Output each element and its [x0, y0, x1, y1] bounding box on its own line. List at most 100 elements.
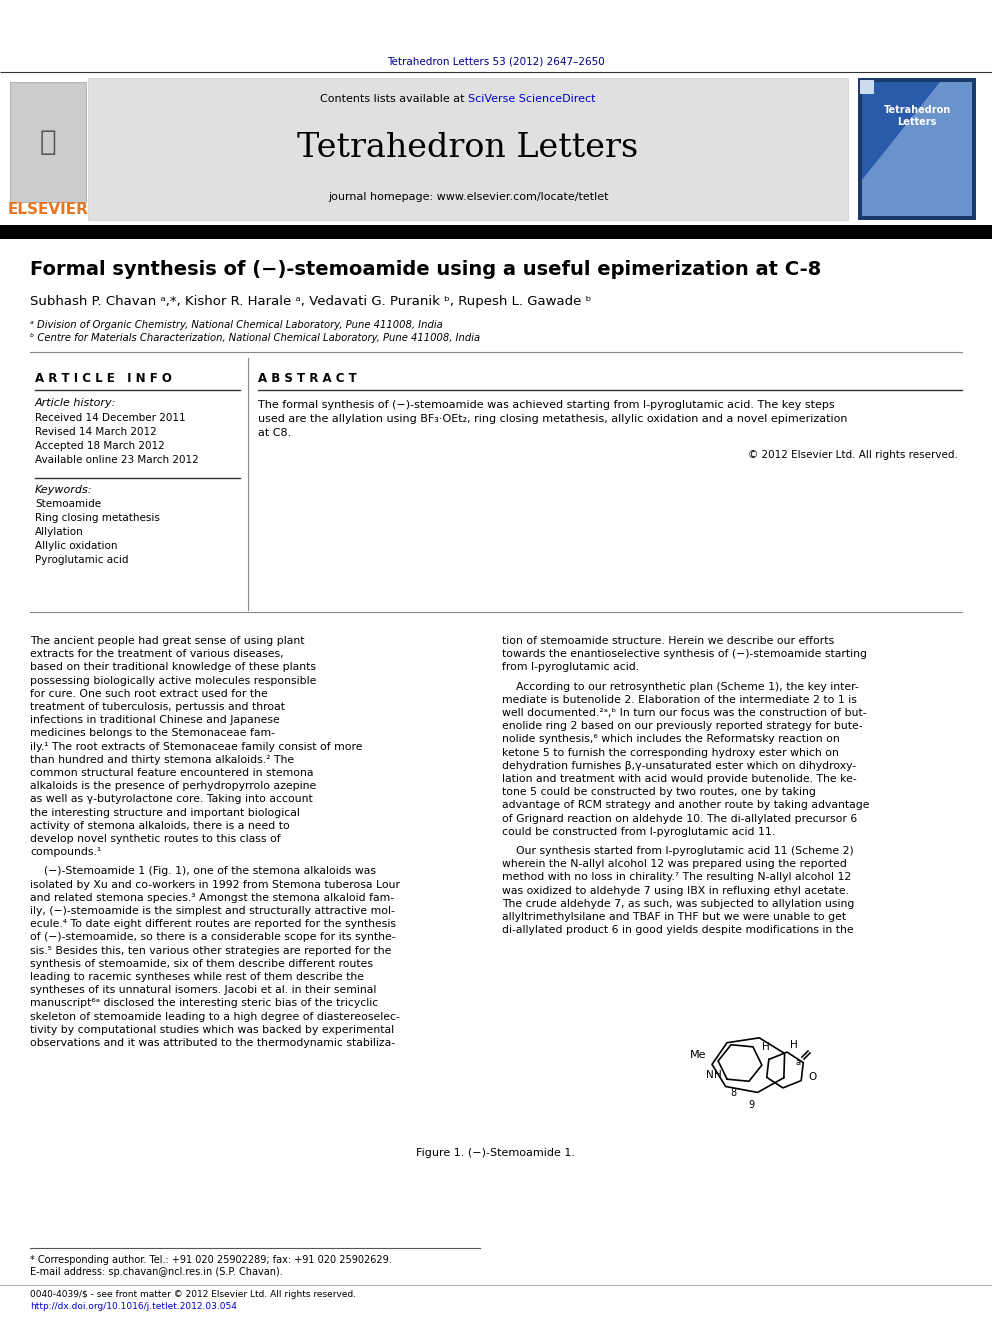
Text: common structural feature encountered in stemona: common structural feature encountered in…: [30, 767, 313, 778]
Text: and related stemona species.³ Amongst the stemona alkaloid fam-: and related stemona species.³ Amongst th…: [30, 893, 394, 902]
Text: was oxidized to aldehyde 7 using IBX in refluxing ethyl acetate.: was oxidized to aldehyde 7 using IBX in …: [502, 885, 849, 896]
Text: H: H: [790, 1040, 798, 1050]
Text: a: a: [796, 1058, 802, 1068]
Text: activity of stemona alkaloids, there is a need to: activity of stemona alkaloids, there is …: [30, 820, 290, 831]
Text: O: O: [808, 1072, 816, 1082]
Text: journal homepage: www.elsevier.com/locate/tetlet: journal homepage: www.elsevier.com/locat…: [327, 192, 608, 202]
Text: Allylation: Allylation: [35, 527, 83, 537]
Text: than hundred and thirty stemona alkaloids.² The: than hundred and thirty stemona alkaloid…: [30, 755, 294, 765]
Text: Article history:: Article history:: [35, 398, 116, 407]
Text: compounds.¹: compounds.¹: [30, 847, 101, 857]
Text: wherein the N-allyl alcohol 12 was prepared using the reported: wherein the N-allyl alcohol 12 was prepa…: [502, 859, 847, 869]
Text: could be constructed from l-pyroglutamic acid 11.: could be constructed from l-pyroglutamic…: [502, 827, 775, 837]
Text: infections in traditional Chinese and Japanese: infections in traditional Chinese and Ja…: [30, 716, 280, 725]
Text: sis.⁵ Besides this, ten various other strategies are reported for the: sis.⁵ Besides this, ten various other st…: [30, 946, 392, 955]
Text: Available online 23 March 2012: Available online 23 March 2012: [35, 455, 198, 464]
Text: synthesis of stemoamide, six of them describe different routes: synthesis of stemoamide, six of them des…: [30, 959, 373, 968]
Text: tion of stemoamide structure. Herein we describe our efforts: tion of stemoamide structure. Herein we …: [502, 636, 834, 646]
Text: mediate is butenolide 2. Elaboration of the intermediate 2 to 1 is: mediate is butenolide 2. Elaboration of …: [502, 695, 857, 705]
Text: ELSEVIER: ELSEVIER: [8, 202, 88, 217]
Text: Tetrahedron Letters: Tetrahedron Letters: [298, 132, 639, 164]
Text: based on their traditional knowledge of these plants: based on their traditional knowledge of …: [30, 663, 316, 672]
Text: According to our retrosynthetic plan (Scheme 1), the key inter-: According to our retrosynthetic plan (Sc…: [502, 681, 859, 692]
Text: Accepted 18 March 2012: Accepted 18 March 2012: [35, 441, 165, 451]
Text: ketone 5 to furnish the corresponding hydroxy ester which on: ketone 5 to furnish the corresponding hy…: [502, 747, 839, 758]
Text: extracts for the treatment of various diseases,: extracts for the treatment of various di…: [30, 650, 284, 659]
Text: http://dx.doi.org/10.1016/j.tetlet.2012.03.054: http://dx.doi.org/10.1016/j.tetlet.2012.…: [30, 1302, 237, 1311]
Text: isolated by Xu and co-workers in 1992 from Stemona tuberosa Lour: isolated by Xu and co-workers in 1992 fr…: [30, 880, 400, 889]
Text: Stemoamide: Stemoamide: [35, 499, 101, 509]
Text: used are the allylation using BF₃·OEt₂, ring closing metathesis, allylic oxidati: used are the allylation using BF₃·OEt₂, …: [258, 414, 847, 423]
Text: medicines belongs to the Stemonaceae fam-: medicines belongs to the Stemonaceae fam…: [30, 729, 275, 738]
Text: di-allylated product 6 in good yields despite modifications in the: di-allylated product 6 in good yields de…: [502, 925, 854, 935]
Text: ily, (−)-stemoamide is the simplest and structurally attractive mol-: ily, (−)-stemoamide is the simplest and …: [30, 906, 395, 916]
Text: method with no loss in chirality.⁷ The resulting N-allyl alcohol 12: method with no loss in chirality.⁷ The r…: [502, 872, 851, 882]
Bar: [0, 225, 992, 239]
Text: observations and it was attributed to the thermodynamic stabiliza-: observations and it was attributed to th…: [30, 1039, 395, 1048]
Text: E-mail address: sp.chavan@ncl.res.in (S.P. Chavan).: E-mail address: sp.chavan@ncl.res.in (S.…: [30, 1267, 283, 1277]
Text: The ancient people had great sense of using plant: The ancient people had great sense of us…: [30, 636, 305, 646]
Text: advantage of RCM strategy and another route by taking advantage: advantage of RCM strategy and another ro…: [502, 800, 870, 811]
Text: 0040-4039/$ - see front matter © 2012 Elsevier Ltd. All rights reserved.: 0040-4039/$ - see front matter © 2012 El…: [30, 1290, 356, 1299]
Text: The formal synthesis of (−)-stemoamide was achieved starting from l-pyroglutamic: The formal synthesis of (−)-stemoamide w…: [258, 400, 834, 410]
Text: skeleton of stemoamide leading to a high degree of diastereoselec-: skeleton of stemoamide leading to a high…: [30, 1012, 400, 1021]
Text: lation and treatment with acid would provide butenolide. The ke-: lation and treatment with acid would pro…: [502, 774, 857, 785]
Text: dehydration furnishes β,γ-unsaturated ester which on dihydroxy-: dehydration furnishes β,γ-unsaturated es…: [502, 761, 856, 771]
Text: Pyroglutamic acid: Pyroglutamic acid: [35, 556, 129, 565]
Text: for cure. One such root extract used for the: for cure. One such root extract used for…: [30, 689, 268, 699]
Text: © 2012 Elsevier Ltd. All rights reserved.: © 2012 Elsevier Ltd. All rights reserved…: [748, 450, 958, 460]
Text: manuscript⁶ᵃ disclosed the interesting steric bias of the tricyclic: manuscript⁶ᵃ disclosed the interesting s…: [30, 999, 378, 1008]
Text: Revised 14 March 2012: Revised 14 March 2012: [35, 427, 157, 437]
Text: the interesting structure and important biological: the interesting structure and important …: [30, 807, 300, 818]
Text: ily.¹ The root extracts of Stemonaceae family consist of more: ily.¹ The root extracts of Stemonaceae f…: [30, 742, 362, 751]
Text: SciVerse ScienceDirect: SciVerse ScienceDirect: [468, 94, 595, 105]
Text: Received 14 December 2011: Received 14 December 2011: [35, 413, 186, 423]
Text: 🌳: 🌳: [40, 128, 57, 156]
Text: Keywords:: Keywords:: [35, 486, 92, 495]
Text: Me: Me: [690, 1050, 706, 1060]
Text: of (−)-stemoamide, so there is a considerable scope for its synthe-: of (−)-stemoamide, so there is a conside…: [30, 933, 396, 942]
Text: alkaloids is the presence of perhydropyrrolo azepine: alkaloids is the presence of perhydropyr…: [30, 781, 316, 791]
Text: possessing biologically active molecules responsible: possessing biologically active molecules…: [30, 676, 316, 685]
Text: Tetrahedron
Letters: Tetrahedron Letters: [883, 105, 950, 127]
Text: A R T I C L E   I N F O: A R T I C L E I N F O: [35, 372, 172, 385]
Text: (−)-Stemoamide 1 (Fig. 1), one of the stemona alkaloids was: (−)-Stemoamide 1 (Fig. 1), one of the st…: [30, 867, 376, 876]
Text: Formal synthesis of (−)-stemoamide using a useful epimerization at C-8: Formal synthesis of (−)-stemoamide using…: [30, 261, 821, 279]
Text: Allylic oxidation: Allylic oxidation: [35, 541, 117, 550]
Bar: [860, 79, 874, 94]
Text: well documented.²ᵃ,ᵇ In turn our focus was the construction of but-: well documented.²ᵃ,ᵇ In turn our focus w…: [502, 708, 867, 718]
Text: Ring closing metathesis: Ring closing metathesis: [35, 513, 160, 523]
Bar: [88, 78, 848, 220]
Text: 8: 8: [730, 1088, 736, 1098]
Text: nolide synthesis,⁶ which includes the Reformatsky reaction on: nolide synthesis,⁶ which includes the Re…: [502, 734, 840, 745]
Text: N: N: [706, 1070, 714, 1080]
Text: as well as γ-butyrolactone core. Taking into account: as well as γ-butyrolactone core. Taking …: [30, 794, 312, 804]
Text: enolide ring 2 based on our previously reported strategy for bute-: enolide ring 2 based on our previously r…: [502, 721, 863, 732]
Text: ecule.⁴ To date eight different routes are reported for the synthesis: ecule.⁴ To date eight different routes a…: [30, 919, 396, 929]
Text: ᵇ Centre for Materials Characterization, National Chemical Laboratory, Pune 4110: ᵇ Centre for Materials Characterization,…: [30, 333, 480, 343]
Text: leading to racemic syntheses while rest of them describe the: leading to racemic syntheses while rest …: [30, 972, 364, 982]
Text: syntheses of its unnatural isomers. Jacobi et al. in their seminal: syntheses of its unnatural isomers. Jaco…: [30, 986, 376, 995]
Text: * Corresponding author. Tel.: +91 020 25902289; fax: +91 020 25902629.: * Corresponding author. Tel.: +91 020 25…: [30, 1256, 392, 1265]
Text: H: H: [762, 1043, 770, 1052]
Text: H: H: [714, 1070, 722, 1080]
Text: ᵃ Division of Organic Chemistry, National Chemical Laboratory, Pune 411008, Indi: ᵃ Division of Organic Chemistry, Nationa…: [30, 320, 442, 329]
Bar: [858, 78, 976, 220]
Bar: [862, 82, 972, 216]
Text: tivity by computational studies which was backed by experimental: tivity by computational studies which wa…: [30, 1025, 394, 1035]
Text: develop novel synthetic routes to this class of: develop novel synthetic routes to this c…: [30, 833, 281, 844]
Bar: [10, 82, 86, 202]
Text: Subhash P. Chavan ᵃ,*, Kishor R. Harale ᵃ, Vedavati G. Puranik ᵇ, Rupesh L. Gawa: Subhash P. Chavan ᵃ,*, Kishor R. Harale …: [30, 295, 591, 308]
Text: of Grignard reaction on aldehyde 10. The di-allylated precursor 6: of Grignard reaction on aldehyde 10. The…: [502, 814, 857, 824]
Text: from l-pyroglutamic acid.: from l-pyroglutamic acid.: [502, 663, 639, 672]
Text: Our synthesis started from l-pyroglutamic acid 11 (Scheme 2): Our synthesis started from l-pyroglutami…: [502, 845, 854, 856]
Text: allyltrimethylsilane and TBAF in THF but we were unable to get: allyltrimethylsilane and TBAF in THF but…: [502, 912, 846, 922]
Text: treatment of tuberculosis, pertussis and throat: treatment of tuberculosis, pertussis and…: [30, 703, 285, 712]
Text: 9: 9: [748, 1099, 754, 1110]
Text: towards the enantioselective synthesis of (−)-stemoamide starting: towards the enantioselective synthesis o…: [502, 650, 867, 659]
Text: The crude aldehyde 7, as such, was subjected to allylation using: The crude aldehyde 7, as such, was subje…: [502, 898, 854, 909]
Text: at C8.: at C8.: [258, 429, 292, 438]
Text: Figure 1. (−)-Stemoamide 1.: Figure 1. (−)-Stemoamide 1.: [417, 1148, 575, 1158]
Text: A B S T R A C T: A B S T R A C T: [258, 372, 357, 385]
Polygon shape: [862, 82, 972, 216]
